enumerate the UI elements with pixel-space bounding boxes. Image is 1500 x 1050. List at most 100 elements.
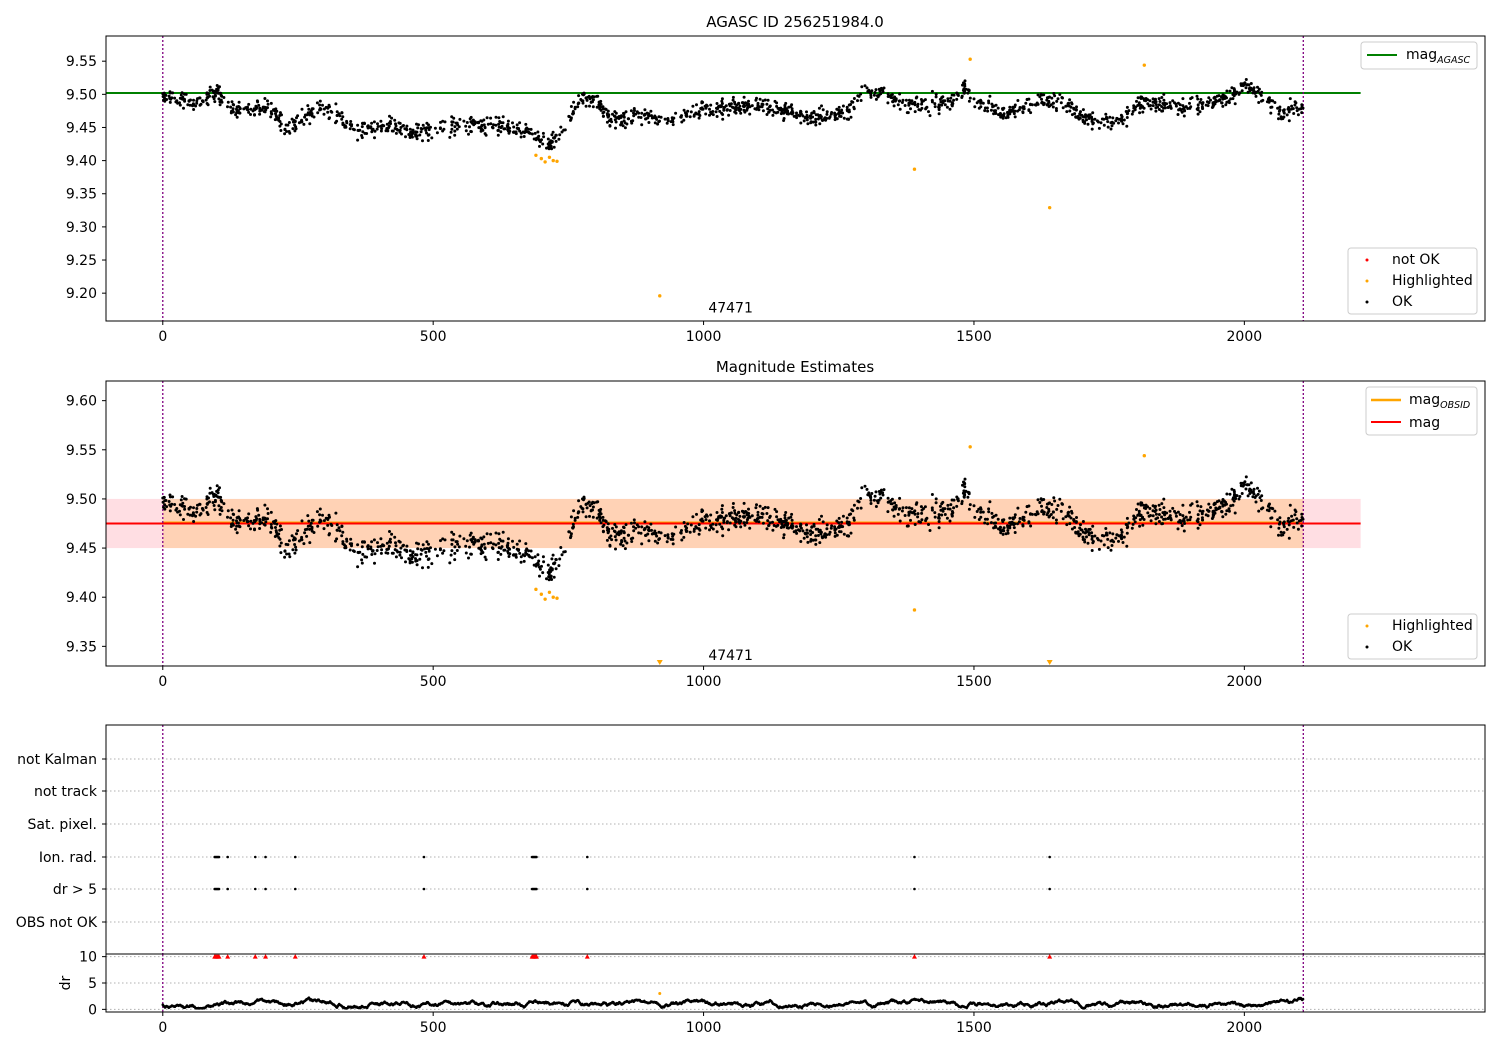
data-point-ok: [930, 98, 934, 102]
data-point-ok: [448, 561, 452, 565]
data-point-ok: [790, 107, 794, 111]
data-point-ok: [411, 550, 415, 554]
data-point-ok: [398, 550, 402, 554]
data-point-ok: [907, 506, 911, 510]
data-point-ok: [968, 503, 972, 507]
data-point-ok: [405, 548, 408, 552]
data-point-ok: [414, 130, 417, 134]
data-point-ok: [335, 523, 339, 527]
data-point-ok: [560, 553, 564, 557]
data-point-ok: [512, 545, 516, 549]
data-point-ok: [979, 510, 983, 514]
data-point-ok: [870, 492, 874, 495]
data-point-ok: [671, 123, 675, 127]
data-point-ok: [438, 127, 442, 131]
data-point-ok: [1075, 531, 1079, 535]
data-point-ok: [452, 532, 456, 536]
data-point-ok: [538, 567, 542, 571]
data-point-ok: [689, 523, 693, 527]
data-point-ok: [966, 91, 970, 95]
data-point-ok: [415, 134, 419, 138]
data-point-ok: [192, 513, 196, 517]
data-point-ok: [171, 91, 175, 95]
data-point-ok: [783, 105, 787, 109]
data-point-ok: [192, 108, 196, 111]
data-point-ok: [426, 139, 430, 142]
data-point-ok: [1065, 110, 1069, 114]
data-point-ok: [1281, 521, 1285, 525]
data-point-ok: [425, 131, 428, 135]
data-point-ok: [845, 117, 849, 121]
data-point-ok: [427, 542, 430, 546]
data-point-ok: [318, 108, 322, 112]
data-point-ok: [226, 100, 230, 104]
data-point-ok: [766, 98, 770, 102]
data-point-ok: [1154, 512, 1158, 516]
data-point-ok: [639, 531, 643, 535]
data-point-ok: [837, 516, 841, 520]
data-point-ok: [983, 106, 987, 110]
data-point-ok: [1033, 512, 1037, 516]
data-point-ok: [361, 552, 365, 556]
data-point-ok: [669, 537, 673, 541]
data-point-ok: [251, 521, 255, 525]
data-point-ok: [515, 123, 519, 127]
data-point-ok: [557, 564, 561, 568]
data-point-ok: [205, 502, 209, 506]
data-point-ok: [414, 553, 417, 557]
data-point-ok: [1121, 122, 1125, 126]
data-point-ok: [529, 549, 533, 553]
data-point-highlighted: [543, 160, 547, 164]
data-point-ok: [573, 518, 577, 522]
data-point-ok: [771, 108, 774, 112]
data-point-ok: [728, 521, 732, 525]
data-point-ok: [1097, 547, 1101, 551]
data-point-ok: [1081, 520, 1085, 523]
data-point-ok: [857, 94, 861, 98]
data-point-ok: [881, 90, 885, 94]
data-point-ok: [418, 557, 422, 561]
data-point-ok: [647, 113, 650, 117]
data-point-ok: [691, 104, 695, 108]
data-point-ok: [951, 102, 955, 106]
data-point-ok: [964, 489, 968, 493]
data-point-ok: [979, 98, 983, 102]
data-point-ok: [720, 525, 724, 529]
data-point-ok: [550, 147, 554, 151]
data-point-ok: [814, 534, 818, 538]
data-point-ok: [1055, 521, 1058, 525]
data-point-ok: [370, 553, 374, 556]
data-point-ok: [619, 114, 623, 118]
data-point-ok: [569, 532, 573, 536]
data-point-ok: [533, 131, 537, 135]
data-point-ok: [599, 102, 603, 106]
data-point-ok: [387, 124, 391, 128]
data-point-ok: [1238, 495, 1242, 498]
data-point-ok: [181, 95, 185, 99]
data-point-ok: [538, 574, 541, 578]
flag-point: [226, 887, 229, 891]
data-point-ok: [494, 543, 498, 547]
flag-point: [913, 887, 916, 891]
data-point-ok: [637, 111, 641, 115]
data-point-ok: [907, 103, 911, 107]
data-point-ok: [766, 107, 770, 111]
data-point-ok: [1090, 118, 1094, 122]
data-point-ok: [1161, 511, 1165, 515]
data-point-ok: [744, 101, 748, 105]
data-point-highlighted: [539, 156, 544, 161]
data-point-ok: [423, 126, 427, 130]
data-point-ok: [468, 533, 472, 537]
data-point-ok: [254, 515, 258, 519]
data-point-ok: [527, 130, 531, 134]
data-point-ok: [219, 506, 223, 509]
data-point-ok: [1162, 506, 1166, 510]
data-point-ok: [629, 521, 633, 525]
data-point-ok: [651, 116, 655, 120]
flag-point: [535, 855, 538, 859]
legend-label-ok: OK: [1392, 639, 1413, 655]
data-point-ok: [761, 99, 765, 103]
data-point-ok: [1070, 102, 1074, 106]
data-point-ok: [582, 93, 585, 97]
data-point-ok: [1081, 108, 1085, 112]
